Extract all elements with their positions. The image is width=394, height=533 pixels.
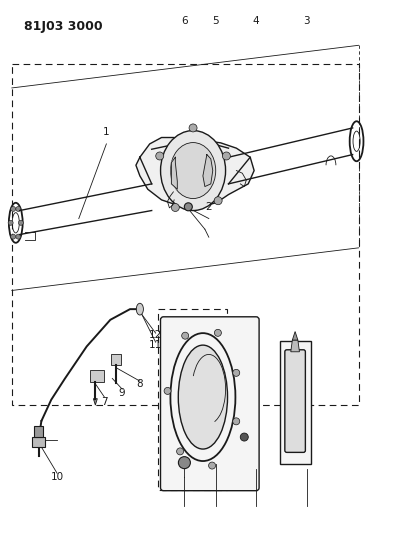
Ellipse shape [160, 131, 225, 211]
Text: 11: 11 [149, 341, 162, 350]
Circle shape [16, 234, 21, 239]
Ellipse shape [170, 142, 216, 199]
Text: 12: 12 [149, 330, 162, 340]
Ellipse shape [136, 303, 143, 315]
Circle shape [19, 220, 23, 225]
Ellipse shape [178, 345, 227, 449]
Circle shape [208, 462, 216, 469]
Bar [280, 341, 311, 464]
Polygon shape [171, 157, 177, 189]
Text: 1: 1 [103, 127, 110, 137]
Text: 10: 10 [50, 472, 64, 482]
Polygon shape [93, 399, 97, 405]
Circle shape [8, 220, 13, 225]
Circle shape [178, 457, 190, 469]
Text: 7: 7 [101, 398, 108, 407]
FancyBboxPatch shape [160, 317, 259, 491]
Text: 5: 5 [213, 17, 219, 26]
Text: 2: 2 [206, 202, 212, 212]
Circle shape [214, 329, 221, 336]
Circle shape [189, 124, 197, 132]
Text: 4: 4 [253, 17, 259, 26]
Circle shape [164, 387, 171, 394]
Bar [158, 309, 227, 490]
Polygon shape [291, 340, 299, 352]
Circle shape [233, 418, 240, 425]
Circle shape [177, 448, 184, 455]
Text: 9: 9 [119, 389, 125, 398]
Polygon shape [203, 155, 213, 187]
Bar [12, 64, 359, 405]
Circle shape [156, 152, 164, 160]
Text: 3: 3 [303, 17, 310, 26]
Text: 81J03 3000: 81J03 3000 [24, 20, 102, 33]
Bar [111, 354, 121, 365]
Circle shape [214, 197, 222, 205]
Bar [34, 426, 43, 437]
Circle shape [222, 152, 230, 160]
Text: 6: 6 [181, 17, 188, 26]
Circle shape [182, 332, 189, 339]
Bar [90, 370, 104, 382]
Circle shape [184, 203, 192, 211]
Circle shape [171, 204, 179, 212]
Circle shape [11, 234, 16, 239]
Circle shape [16, 206, 21, 212]
Circle shape [233, 369, 240, 376]
FancyBboxPatch shape [285, 350, 305, 453]
Text: 8: 8 [137, 379, 143, 389]
Polygon shape [292, 332, 298, 340]
Circle shape [11, 206, 16, 212]
Polygon shape [136, 138, 254, 208]
Circle shape [240, 433, 248, 441]
Bar [32, 437, 45, 447]
